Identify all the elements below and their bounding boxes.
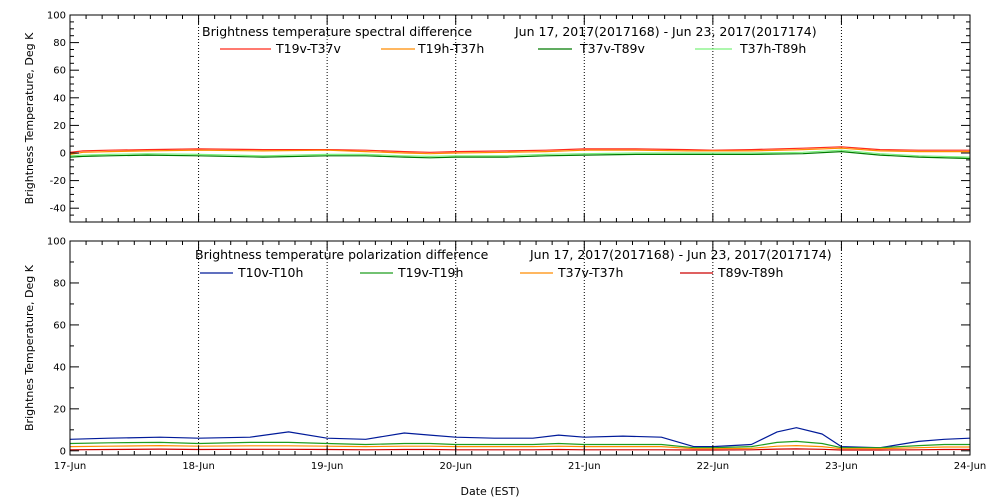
x-tick-label: 20-Jun: [439, 461, 472, 472]
polarization-y-tick-labels: 0 20 40 60 80 100: [47, 237, 66, 458]
polarization-legend-label: T89v-T89h: [717, 265, 783, 280]
polarization-y-tick-label: 0: [60, 446, 66, 457]
spectral-series-line-t37h-t89h: [70, 149, 970, 158]
x-tick-label: 22-Jun: [697, 461, 730, 472]
polarization-legend-label: T19v-T19h: [397, 265, 463, 280]
polarization-series-line-t19v-t19h: [70, 440, 970, 449]
polarization-y-tick-label: 60: [53, 320, 66, 331]
spectral-series-group: [70, 146, 970, 160]
polarization-legend: T10v-T10h T19v-T19h T37v-T37h T89v-T89h: [200, 265, 783, 280]
polarization-series-line-t10v-t10h: [70, 427, 970, 449]
polarization-x-tick-labels: 17-Jun 18-Jun 19-Jun 20-Jun 21-Jun 22-Jun 23-J…: [54, 461, 987, 472]
polarization-difference-panel: 0 20 40 60 80 100 17-Jun 18-Jun 19-Jun 20-Jun 21-…: [23, 237, 986, 499]
spectral-y-axis-label: Brightness Temperature, Deg K: [23, 32, 36, 204]
spectral-y-tick-labels: -40 -20 0 20 40 60 80 100: [47, 11, 66, 215]
polarization-legend-label: T37v-T37h: [557, 265, 623, 280]
polarization-y-axis-label: Brightnes Temperature, Deg K: [23, 264, 36, 431]
x-tick-label: 19-Jun: [311, 461, 344, 472]
spectral-legend-label: T37v-T89v: [579, 41, 646, 56]
x-tick-label: 23-Jun: [825, 461, 858, 472]
spectral-difference-panel: -40 -20 0 20 40 60 80 100 Brightness Temperatur…: [23, 11, 971, 223]
spectral-series-line-t19h-t37h: [70, 147, 970, 155]
polarization-y-tick-label: 40: [53, 362, 66, 373]
polarization-y-tick-label: 20: [53, 404, 66, 415]
spectral-y-tick-label: 20: [53, 121, 66, 132]
x-tick-label: 17-Jun: [54, 461, 87, 472]
spectral-y-tick-label: 100: [47, 11, 66, 22]
spectral-date-range: Jun 17, 2017(2017168) - Jun 23, 2017(201…: [514, 24, 817, 39]
x-tick-label: 24-Jun: [954, 461, 987, 472]
spectral-y-tick-label: -20: [50, 176, 66, 187]
polarization-y-tick-label: 80: [53, 278, 66, 289]
spectral-y-tick-label: -40: [50, 204, 66, 215]
polarization-date-range: Jun 17, 2017(2017168) - Jun 23, 2017(201…: [529, 247, 832, 262]
spectral-legend-label: T19h-T37h: [417, 41, 484, 56]
spectral-y-tick-label: 60: [53, 66, 66, 77]
polarization-legend-label: T10v-T10h: [237, 265, 303, 280]
spectral-y-tick-label: 40: [53, 93, 66, 104]
spectral-axis-ticks: [69, 14, 971, 223]
spectral-series-line-t37v-t89v: [70, 151, 970, 160]
spectral-series-line-t19v-t37v: [70, 146, 970, 153]
polarization-series-line-t37v-t37h: [70, 445, 970, 450]
polarization-chart-title: Brightness temperature polarization diff…: [195, 247, 489, 262]
spectral-legend: T19v-T37v T19h-T37h T37v-T89v T37h-T89h: [220, 41, 806, 56]
spectral-y-tick-label: 80: [53, 38, 66, 49]
spectral-chart-title: Brightness temperature spectral differen…: [202, 24, 472, 39]
polarization-series-line-t89v-t89h: [70, 448, 970, 451]
x-axis-label: Date (EST): [460, 485, 519, 498]
x-tick-label: 18-Jun: [182, 461, 215, 472]
spectral-y-tick-label: 0: [60, 149, 66, 160]
x-tick-label: 21-Jun: [568, 461, 601, 472]
polarization-axis-ticks: [69, 240, 971, 455]
spectral-legend-label: T19v-T37v: [275, 41, 342, 56]
polarization-y-tick-label: 100: [47, 237, 66, 248]
spectral-legend-label: T37h-T89h: [739, 41, 806, 56]
polarization-series-group: [70, 427, 970, 451]
